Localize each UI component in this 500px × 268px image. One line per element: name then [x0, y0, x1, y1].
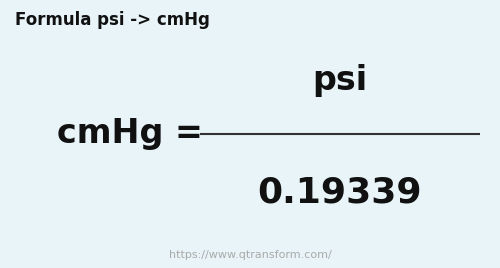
- Text: 0.19339: 0.19339: [258, 176, 422, 210]
- Text: psi: psi: [312, 64, 368, 97]
- Text: cmHg =: cmHg =: [57, 117, 203, 151]
- Text: https://www.qtransform.com/: https://www.qtransform.com/: [168, 250, 332, 260]
- Text: Formula psi -> cmHg: Formula psi -> cmHg: [15, 11, 210, 29]
